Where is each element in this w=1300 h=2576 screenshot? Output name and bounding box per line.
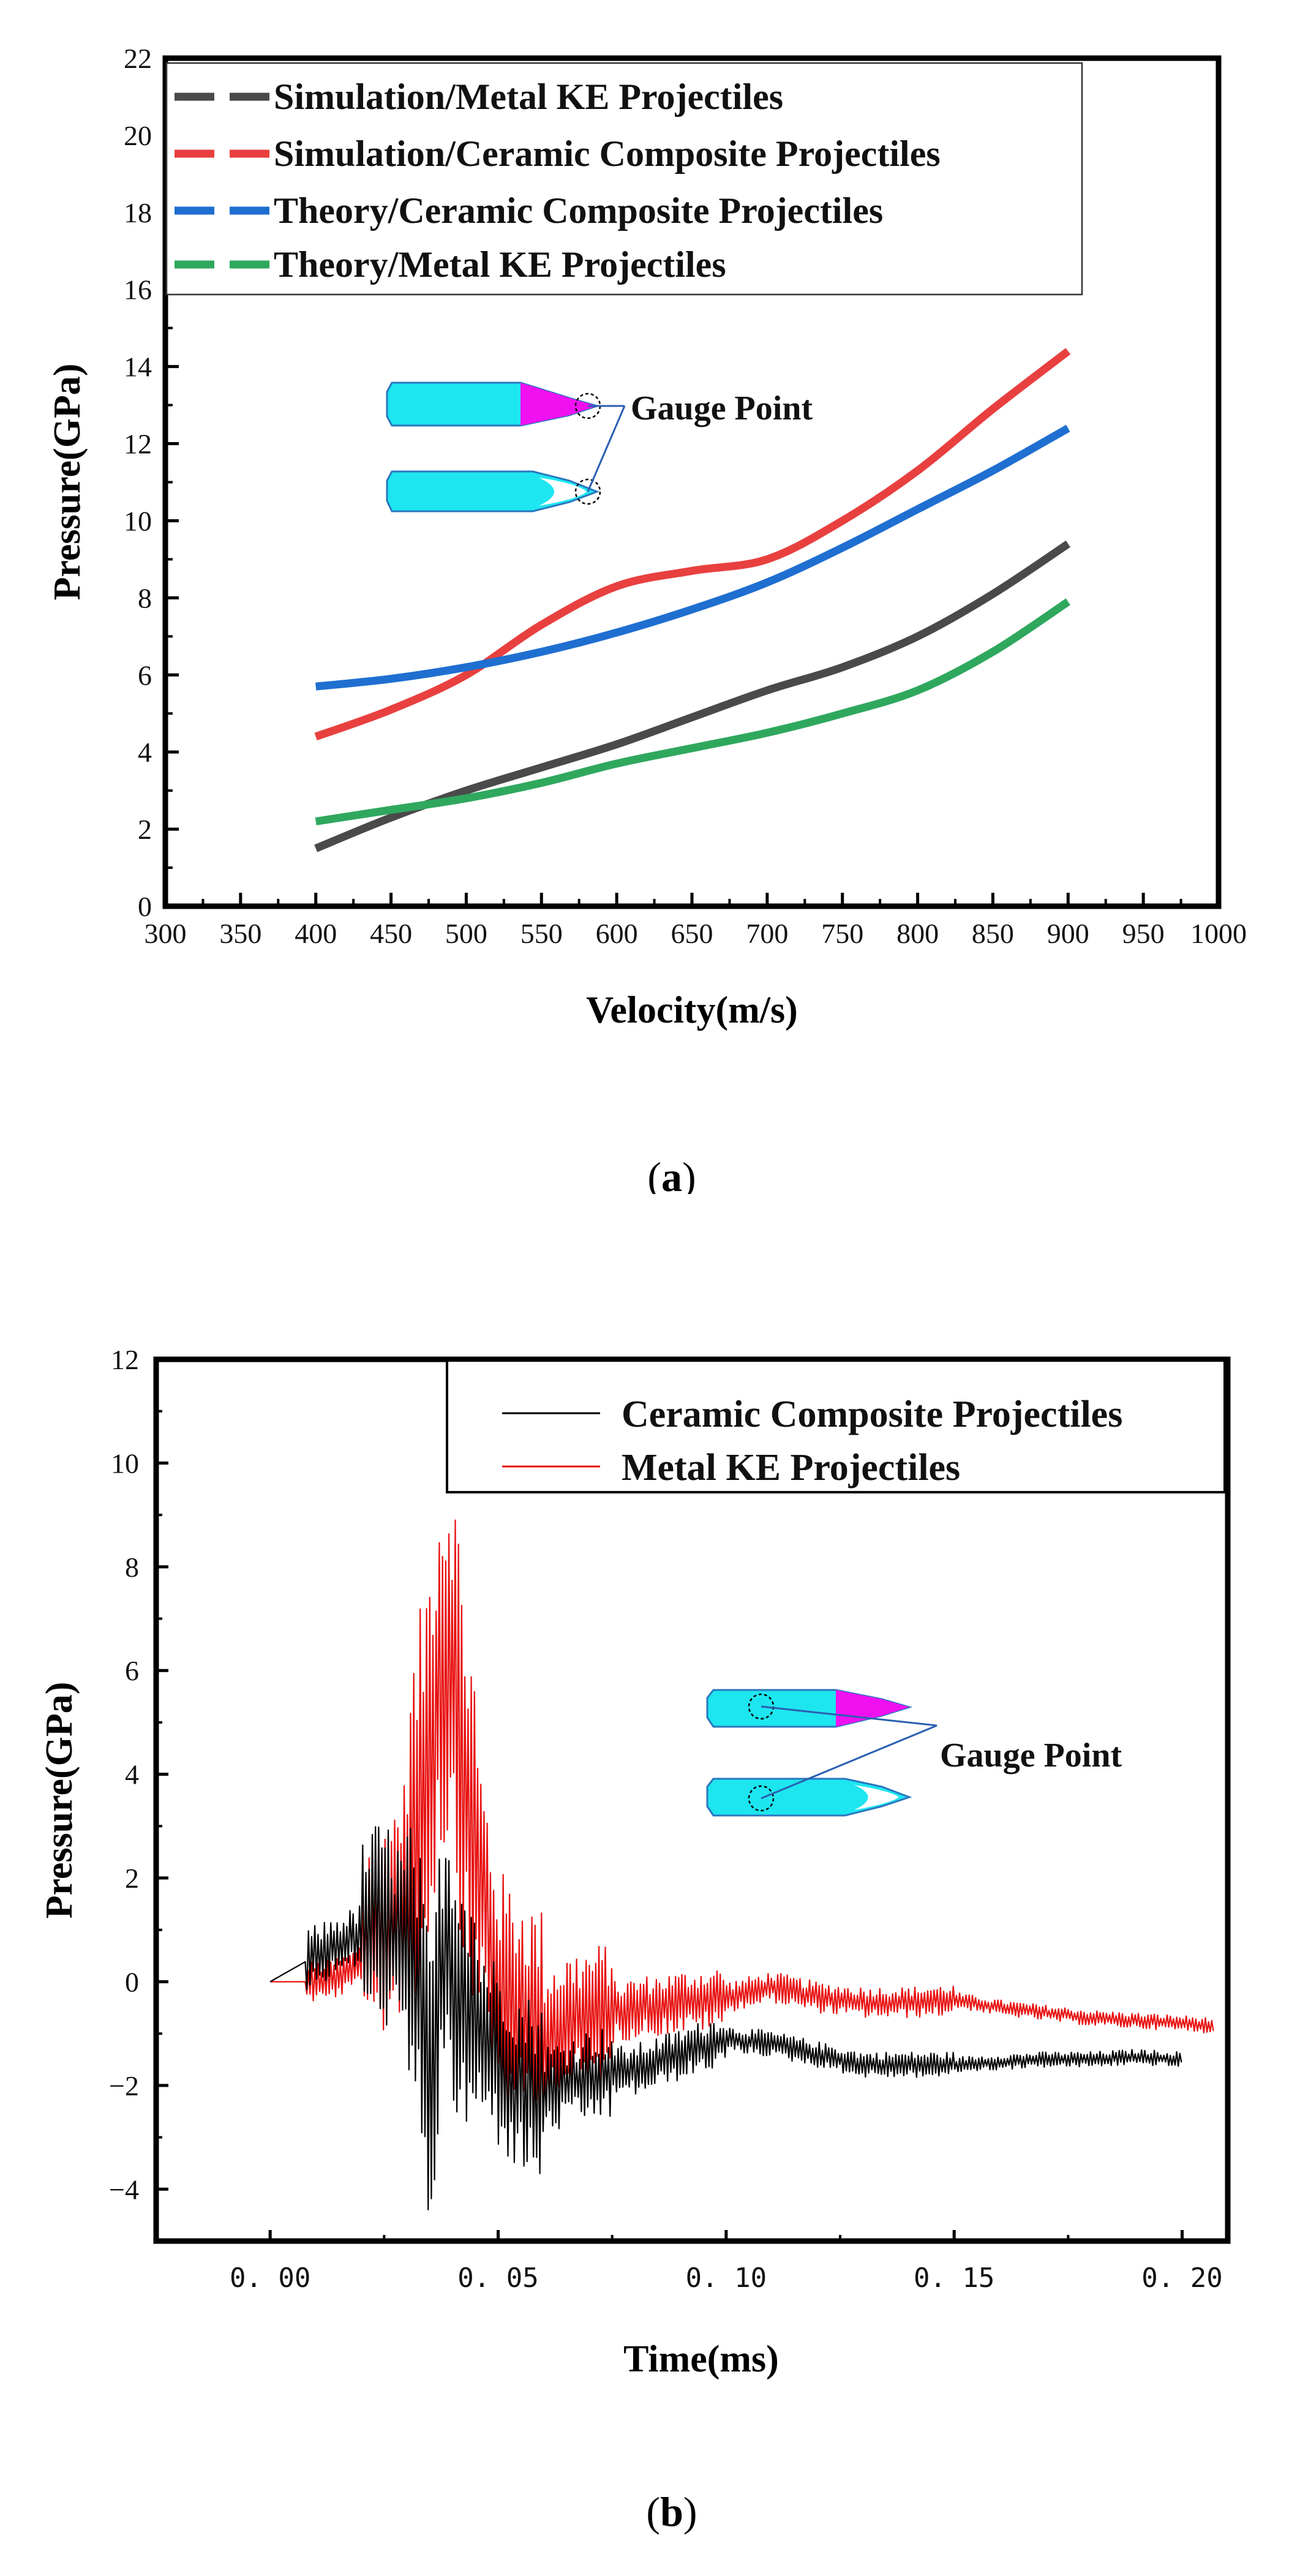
chart-b-xtick-label: 0. 20 — [1141, 2262, 1222, 2294]
chart-a-ytick-label: 0 — [138, 891, 152, 922]
gauge-leader-line-b1 — [761, 1705, 937, 1727]
legend-label-sim-ceramic: Simulation/Ceramic Composite Projectiles — [274, 133, 941, 174]
chart-b-ytick-label: 10 — [111, 1448, 139, 1479]
chart-a-xlabel: Velocity(m/s) — [586, 989, 798, 1031]
chart-a-legend-box — [165, 62, 1083, 296]
chart-b-ytick-label: −2 — [109, 2070, 139, 2101]
chart-a-ytick-label: 16 — [124, 274, 152, 306]
chart-a-ytick-label: 10 — [124, 505, 152, 536]
legend-label-ceramic: Ceramic Composite Projectiles — [622, 1394, 1122, 1435]
chart-b: 0. 00 0. 05 0. 10 0. 15 0. 20 −4 −2 0 2 4 6 8 10 12 C… — [39, 1344, 1231, 2535]
chart-a-xtick-label: 400 — [295, 918, 337, 949]
chart-a-xtick-label: 650 — [671, 918, 713, 949]
chart-a-xtick-label: 500 — [445, 918, 487, 949]
chart-b-series-line-1 — [270, 1519, 1214, 2127]
gauge-point-marker-2 — [574, 478, 601, 505]
chart-b-series-line-0 — [269, 1826, 1182, 2210]
chart-b-legend-box — [446, 1359, 1226, 1493]
chart-a-xtick-label: 800 — [896, 918, 939, 949]
legend-label-theory-metal: Theory/Metal KE Projectiles — [274, 244, 726, 285]
chart-b-legend: Ceramic Composite Projectiles Metal KE P… — [446, 1359, 1226, 1493]
gauge-leader-line-2 — [587, 405, 626, 492]
legend-label-metal: Metal KE Projectiles — [622, 1447, 960, 1489]
chart-a-xtick-label: 950 — [1122, 918, 1165, 949]
caption-a: (a) — [647, 1154, 696, 1194]
chart-a-ytick-label: 8 — [138, 582, 152, 614]
chart-b-xtick-label: 0. 10 — [686, 2262, 767, 2294]
gauge-point-label-a: Gauge Point — [631, 389, 813, 427]
chart-b-ylabel: Pressure(GPa) — [39, 1682, 80, 1919]
chart-a-xtick-label: 600 — [596, 918, 638, 949]
chart-b-ytick-label: 0 — [125, 1966, 139, 1997]
chart-a-xtick-label: 700 — [746, 918, 788, 949]
chart-a-ytick-label: 20 — [124, 120, 152, 151]
chart-b-inset-projectiles: Gauge Point — [706, 1689, 1122, 1817]
chart-a-ytick-label: 4 — [138, 737, 152, 768]
chart-a-legend: Simulation/Metal KE Projectiles Simulati… — [165, 62, 1083, 296]
caption-b: (b) — [646, 2488, 697, 2535]
chart-a-ytick-label: 6 — [138, 659, 152, 691]
chart-b-xtick-label: 0. 15 — [914, 2262, 994, 2294]
gauge-point-label-b: Gauge Point — [940, 1737, 1122, 1774]
chart-b-xtick-label: 0. 00 — [230, 2262, 310, 2294]
metal-projectile-shape-b — [706, 1778, 912, 1817]
metal-projectile-shape — [386, 470, 600, 513]
chart-a-ytick-label: 12 — [124, 429, 152, 460]
chart-a-ytick-label: 22 — [124, 43, 152, 74]
chart-b-ytick-label: 12 — [111, 1344, 139, 1375]
chart-a-xtick-label: 900 — [1047, 918, 1089, 949]
chart-a-series-line-2 — [315, 424, 1070, 691]
ceramic-tip-shape — [520, 383, 597, 426]
gauge-leader-line-b2 — [761, 1724, 937, 1800]
metal-tip-shape — [539, 478, 587, 506]
ceramic-tip-shape-b — [836, 1690, 909, 1727]
chart-b-ytick-label: 8 — [125, 1552, 139, 1583]
chart-a-ylabel: Pressure(GPa) — [47, 364, 88, 601]
gauge-point-marker-b1 — [748, 1693, 775, 1720]
chart-a: 300 350 400 450 500 550 600 650 700 750 800 850 900 9… — [47, 43, 1247, 1194]
legend-label-theory-ceramic: Theory/Ceramic Composite Projectiles — [274, 190, 883, 231]
legend-label-sim-metal: Simulation/Metal KE Projectiles — [274, 77, 783, 117]
chart-a-ytick-label: 2 — [138, 814, 152, 845]
chart-a-xtick-label: 350 — [219, 918, 261, 949]
chart-a-xtick-label: 550 — [520, 918, 563, 949]
chart-b-xlabel: Time(ms) — [623, 2338, 779, 2380]
chart-a-xtick-label: 850 — [972, 918, 1014, 949]
chart-b-ytick-label: 4 — [125, 1759, 139, 1790]
chart-a-inset-projectiles: Gauge Point — [386, 381, 813, 513]
chart-a-xtick-label: 1000 — [1190, 918, 1247, 949]
chart-a-series-line-3 — [315, 598, 1070, 825]
chart-a-series-line-1 — [314, 348, 1071, 741]
chart-b-plot-frame — [153, 1356, 1231, 2244]
chart-a-ytick-label: 18 — [124, 197, 152, 228]
chart-a-xtick-label: 300 — [145, 918, 187, 949]
chart-a-ytick-label: 14 — [124, 351, 152, 383]
chart-b-ytick-label: 6 — [125, 1655, 139, 1686]
chart-a-xtick-label: 450 — [370, 918, 412, 949]
chart-a-xtick-label: 750 — [821, 918, 863, 949]
chart-b-xtick-label: 0. 05 — [457, 2262, 538, 2294]
gauge-point-marker-b2 — [748, 1785, 775, 1812]
chart-b-ytick-label: −4 — [109, 2174, 139, 2205]
chart-b-ytick-label: 2 — [125, 1863, 139, 1894]
metal-tip-shape-b — [854, 1785, 899, 1810]
